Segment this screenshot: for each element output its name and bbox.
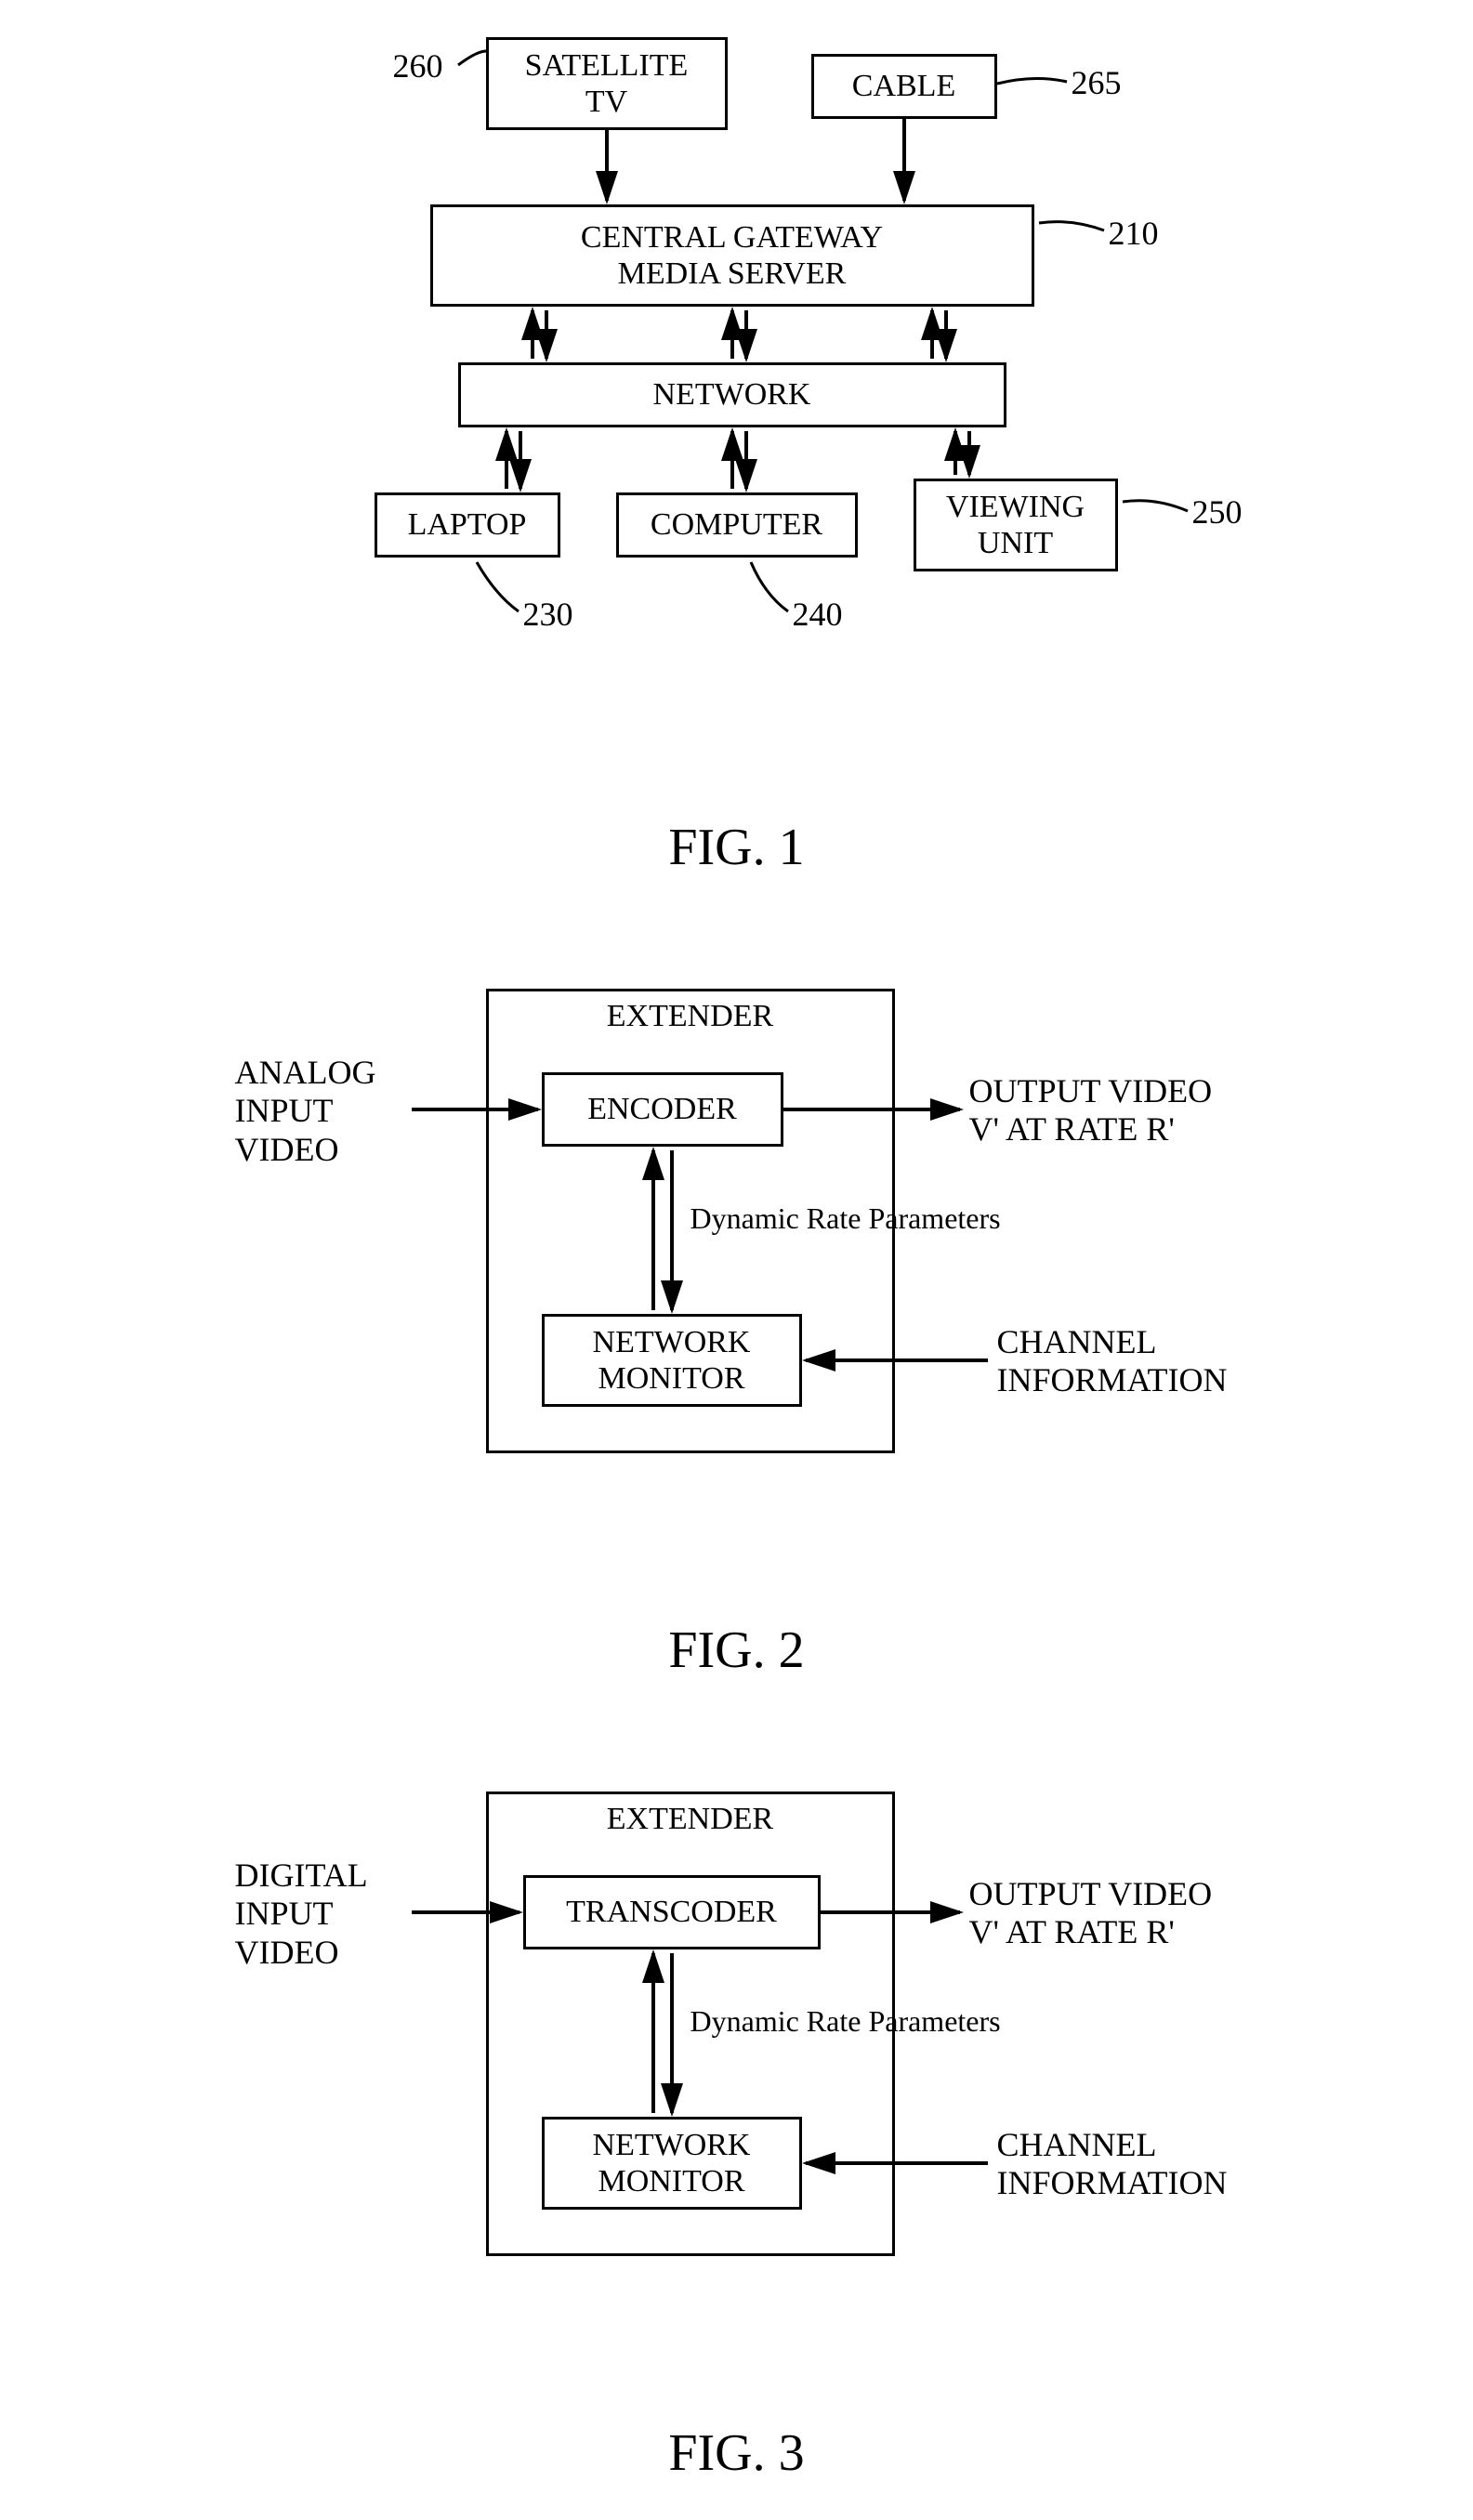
fig1-caption: FIG. 1 <box>19 818 1454 877</box>
label-drp: Dynamic Rate Parameters <box>690 1202 1001 1235</box>
figure-1: SATELLITETV 260 CABLE 265 CENTRAL GATEWA… <box>179 37 1295 706</box>
label-channel-info: CHANNELINFORMATION <box>997 1323 1228 1400</box>
label-channel-info: CHANNELINFORMATION <box>997 2126 1228 2203</box>
ref-260: 260 <box>393 46 443 85</box>
figure-2: ANALOGINPUTVIDEO OUTPUT VIDEOV' AT RATE … <box>133 989 1341 1509</box>
box-transcoder: TRANSCODER <box>523 1875 821 1949</box>
label-output-video: OUTPUT VIDEOV' AT RATE R' <box>969 1072 1213 1149</box>
ref-265: 265 <box>1072 63 1122 102</box>
box-label: LAPTOP <box>408 506 527 543</box>
label-text: Dynamic Rate Parameters <box>690 2004 1001 2038</box>
box-network-monitor: NETWORKMONITOR <box>542 2117 802 2210</box>
ref-250: 250 <box>1192 492 1243 532</box>
ref-230: 230 <box>523 595 573 634</box>
label-text: DIGITALINPUTVIDEO <box>235 1857 368 1971</box>
label-text: CHANNELINFORMATION <box>997 2126 1228 2201</box>
ref-210: 210 <box>1109 214 1159 253</box>
label-text: Dynamic Rate Parameters <box>690 1201 1001 1235</box>
label-text: CHANNELINFORMATION <box>997 1323 1228 1398</box>
fig3-caption: FIG. 3 <box>19 2423 1454 2483</box>
box-viewing-unit: VIEWINGUNIT <box>914 479 1118 571</box>
box-central-gateway: CENTRAL GATEWAYMEDIA SERVER <box>430 204 1034 307</box>
box-label: COMPUTER <box>651 506 822 543</box>
box-label: NETWORK <box>653 376 811 413</box>
extender-title: EXTENDER <box>489 999 892 1034</box>
figure-3: DIGITALINPUTVIDEO OUTPUT VIDEOV' AT RATE… <box>133 1792 1341 2312</box>
label-text: ANALOGINPUTVIDEO <box>235 1054 376 1168</box>
fig2-caption: FIG. 2 <box>19 1621 1454 1680</box>
label-analog-input: ANALOGINPUTVIDEO <box>235 1054 376 1169</box>
label-drp: Dynamic Rate Parameters <box>690 2005 1001 2038</box>
box-network-monitor: NETWORKMONITOR <box>542 1314 802 1407</box>
box-label: CENTRAL GATEWAYMEDIA SERVER <box>581 219 883 292</box>
box-cable: CABLE <box>811 54 997 119</box>
box-label: SATELLITETV <box>525 47 689 120</box>
box-network: NETWORK <box>458 362 1006 427</box>
box-label: VIEWINGUNIT <box>946 489 1085 561</box>
ref-240: 240 <box>793 595 843 634</box>
extender-title: EXTENDER <box>489 1802 892 1837</box>
box-satellite-tv: SATELLITETV <box>486 37 728 130</box>
box-label: ENCODER <box>587 1091 737 1127</box>
label-digital-input: DIGITALINPUTVIDEO <box>235 1857 368 1972</box>
label-text: OUTPUT VIDEOV' AT RATE R' <box>969 1875 1213 1950</box>
box-encoder: ENCODER <box>542 1072 783 1147</box>
box-laptop: LAPTOP <box>375 492 560 558</box>
box-computer: COMPUTER <box>616 492 858 558</box>
box-label: CABLE <box>852 68 955 104</box>
label-text: OUTPUT VIDEOV' AT RATE R' <box>969 1072 1213 1148</box>
box-label: NETWORKMONITOR <box>593 1324 751 1397</box>
box-label: TRANSCODER <box>566 1894 777 1930</box>
box-label: NETWORKMONITOR <box>593 2127 751 2199</box>
label-output-video: OUTPUT VIDEOV' AT RATE R' <box>969 1875 1213 1952</box>
